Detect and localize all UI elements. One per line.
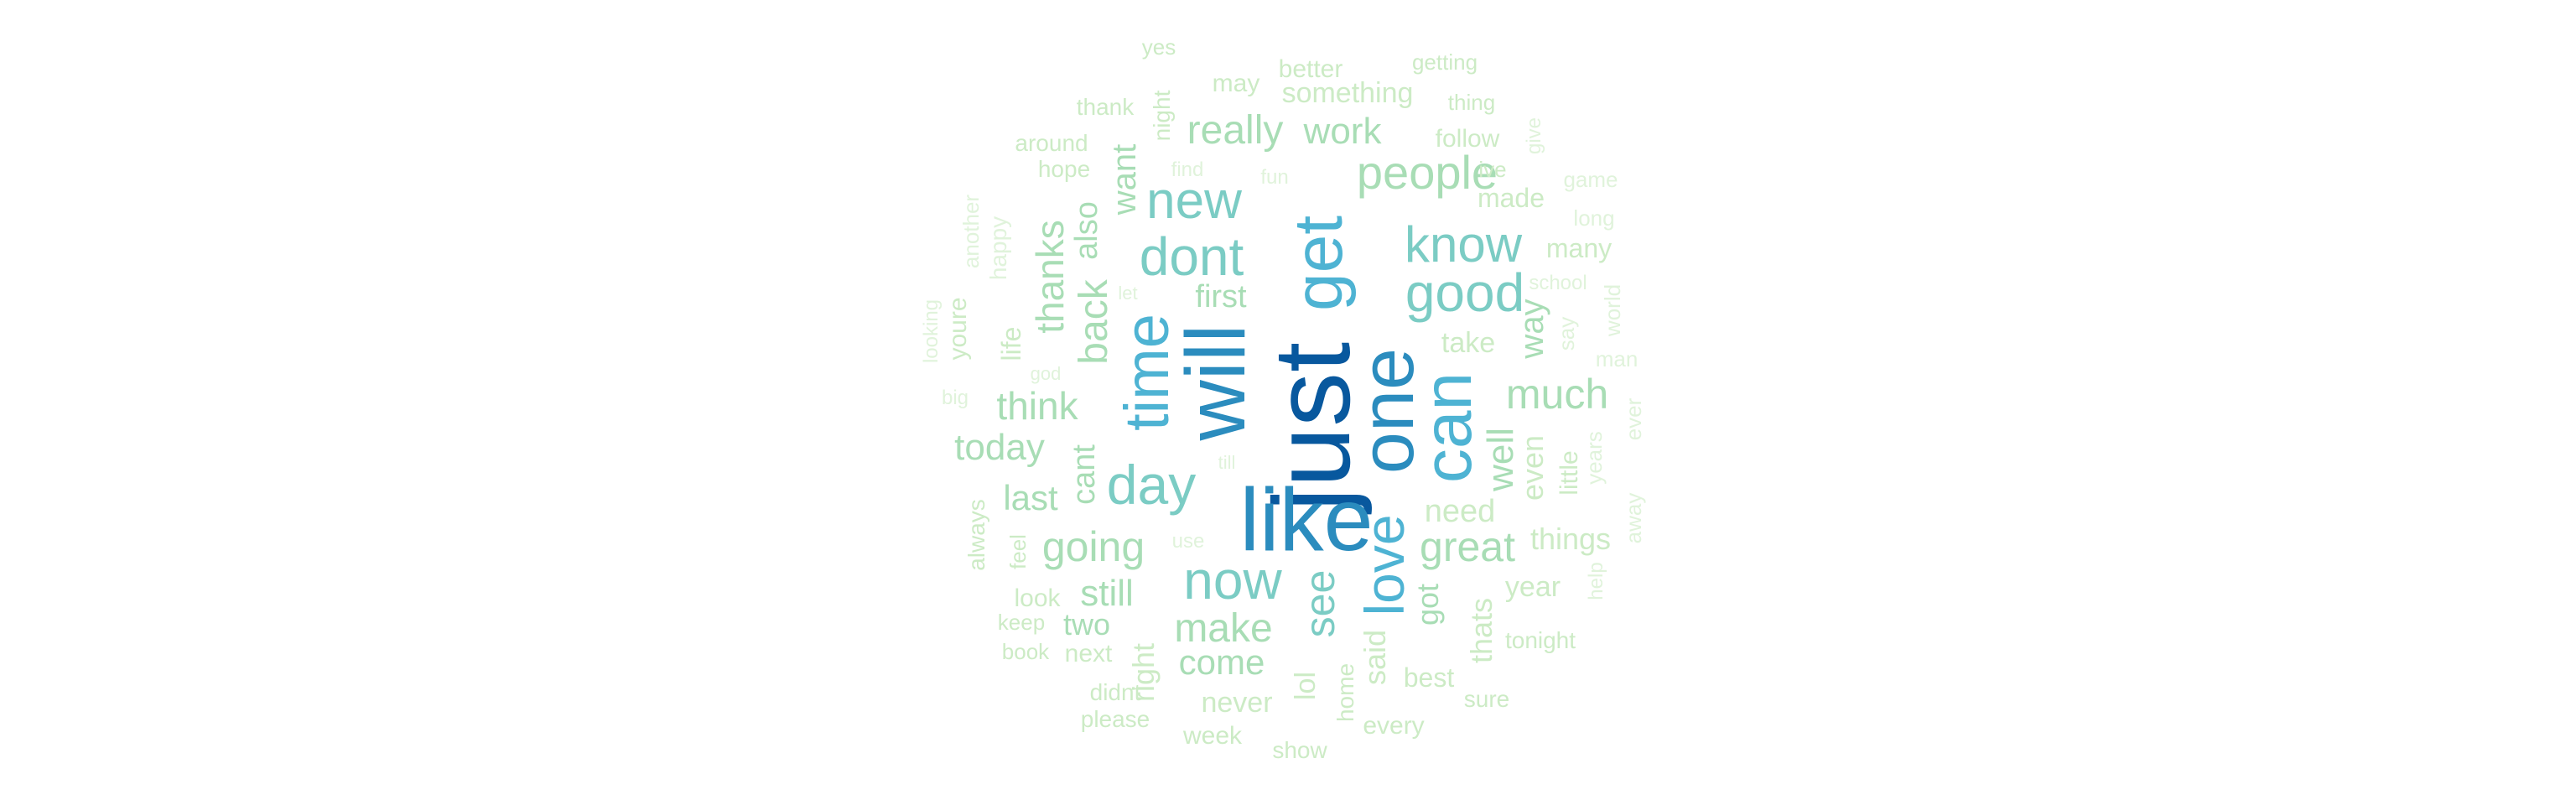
word-dont: dont: [1139, 226, 1244, 287]
word-getting: getting: [1411, 49, 1478, 75]
word-back: back: [1072, 279, 1116, 365]
word-week: week: [1182, 722, 1243, 750]
word-way: way: [1514, 299, 1550, 359]
word-life: life: [996, 326, 1026, 361]
word-give: give: [1523, 117, 1545, 155]
word-around: around: [1015, 130, 1088, 156]
word-look: look: [1014, 584, 1061, 612]
word-show: show: [1272, 737, 1327, 763]
word-come: come: [1178, 642, 1265, 682]
word-didnt: didnt: [1089, 679, 1141, 705]
word-year: year: [1504, 571, 1561, 603]
word-till: till: [1218, 452, 1236, 473]
word-keep: keep: [997, 610, 1046, 635]
word-sure: sure: [1463, 686, 1510, 712]
word-people: people: [1356, 146, 1498, 199]
word-fun: fun: [1260, 166, 1289, 189]
word-time: time: [1112, 314, 1182, 431]
word-youre: youre: [944, 297, 972, 361]
word-may: may: [1212, 70, 1260, 97]
word-new: new: [1146, 172, 1242, 230]
word-use: use: [1171, 530, 1205, 553]
word-made: made: [1477, 183, 1545, 213]
word-make: make: [1174, 606, 1273, 651]
word-night: night: [1149, 90, 1175, 142]
word-last: last: [1003, 478, 1058, 517]
word-many: many: [1545, 233, 1613, 263]
word-please: please: [1080, 706, 1150, 732]
word-lol: lol: [1290, 671, 1322, 701]
word-great: great: [1420, 523, 1515, 570]
word-first: first: [1195, 279, 1247, 314]
word-school: school: [1529, 272, 1587, 294]
word-say: say: [1554, 316, 1579, 351]
word-thing: thing: [1447, 90, 1496, 115]
word-god: god: [1030, 363, 1062, 384]
word-next: next: [1064, 640, 1113, 667]
word-find: find: [1171, 158, 1204, 181]
word-better: better: [1278, 55, 1343, 83]
word-ever: ever: [1621, 397, 1646, 441]
word-feel: feel: [1005, 534, 1031, 569]
word-little: little: [1555, 450, 1583, 496]
word-now: now: [1183, 550, 1282, 610]
word-looking: looking: [920, 299, 943, 364]
word-long: long: [1573, 205, 1615, 231]
word-thats: thats: [1464, 597, 1498, 664]
word-man: man: [1595, 346, 1639, 371]
word-know: know: [1404, 216, 1523, 273]
word-got: got: [1410, 583, 1445, 626]
word-best: best: [1403, 662, 1455, 693]
word-get: get: [1280, 216, 1357, 311]
word-take: take: [1441, 327, 1496, 359]
word-still: still: [1080, 573, 1134, 614]
word-today: today: [954, 427, 1045, 468]
word-going: going: [1041, 523, 1145, 570]
word-yes: yes: [1141, 34, 1176, 60]
word-follow: follow: [1435, 125, 1500, 153]
word-game: game: [1563, 167, 1618, 192]
word-another: another: [958, 194, 984, 269]
word-can: can: [1410, 371, 1486, 484]
word-away: away: [1621, 492, 1646, 544]
word-said: said: [1358, 629, 1392, 686]
word-also: also: [1069, 201, 1104, 260]
word-much: much: [1505, 371, 1609, 418]
word-day: day: [1106, 454, 1197, 516]
word-let: let: [1118, 283, 1138, 304]
word-big: big: [941, 387, 969, 409]
word-love: love: [1353, 514, 1415, 616]
word-ive: ive: [1478, 157, 1507, 182]
word-good: good: [1405, 262, 1525, 323]
word-well: well: [1480, 428, 1521, 491]
word-things: things: [1530, 522, 1612, 556]
word-need: need: [1424, 494, 1496, 529]
word-want: want: [1106, 143, 1143, 216]
word-hope: hope: [1037, 156, 1091, 182]
word-work: work: [1303, 111, 1382, 152]
word-two: two: [1062, 607, 1111, 641]
word-thank: thank: [1076, 94, 1135, 120]
word-even: even: [1515, 434, 1550, 501]
word-think: think: [996, 384, 1078, 428]
word-really: really: [1187, 108, 1284, 153]
word-help: help: [1585, 562, 1607, 600]
word-home: home: [1332, 662, 1358, 723]
word-cant: cant: [1067, 444, 1102, 505]
word-like: like: [1239, 470, 1374, 569]
word-every: every: [1363, 712, 1425, 740]
word-world: world: [1600, 283, 1625, 337]
word-years: years: [1581, 431, 1607, 485]
word-always: always: [963, 499, 989, 571]
word-book: book: [1001, 639, 1050, 664]
word-will: will: [1169, 324, 1263, 441]
word-never: never: [1201, 687, 1273, 719]
word-tonight: tonight: [1504, 627, 1576, 653]
word-thanks: thanks: [1028, 220, 1072, 334]
word-see: see: [1296, 569, 1343, 638]
word-something: something: [1281, 77, 1414, 109]
word-happy: happy: [985, 216, 1011, 281]
